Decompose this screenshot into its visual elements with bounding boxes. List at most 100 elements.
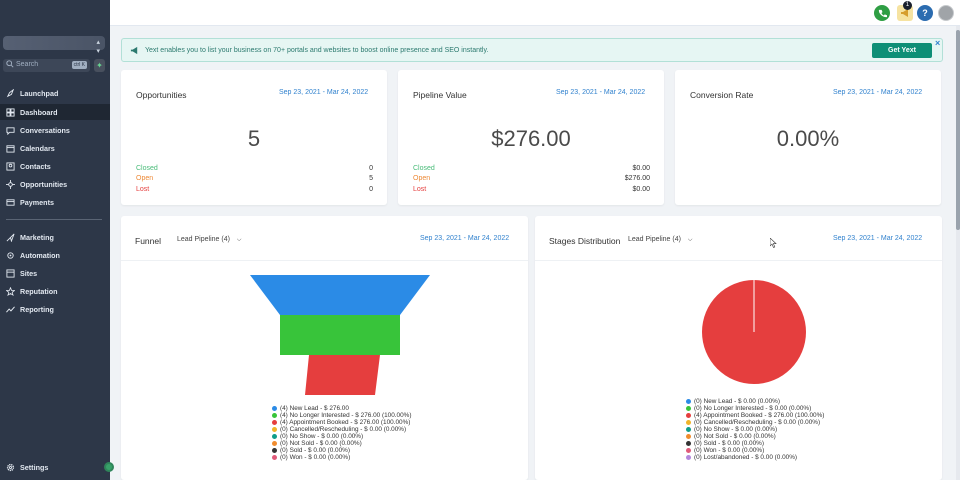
pipeline-select[interactable]: Lead Pipeline (4) ⌵ [177,236,241,244]
sidebar-item-payments[interactable]: Payments [0,194,110,210]
sidebar-item-calendars[interactable]: Calendars [0,140,110,156]
conversion-rate-card: Conversion Rate Sep 23, 2021 - Mar 24, 2… [675,70,941,205]
funnel-stage-appointment-booked[interactable] [300,355,380,395]
sites-icon [6,269,15,278]
sidebar-item-label: Sites [20,269,38,278]
pipeline-select-label: Lead Pipeline (4) [177,236,230,243]
legend-item[interactable]: (0) Not Sold - $ 0.00 (0.00%) [272,440,411,447]
get-yext-button[interactable]: Get Yext [872,43,932,58]
legend-label: (0) Lost/abandoned - $ 0.00 (0.00%) [694,454,798,461]
phone-icon [878,9,887,17]
date-range[interactable]: Sep 23, 2021 - Mar 24, 2022 [279,89,369,96]
legend-dot-icon [272,412,277,418]
legend-item[interactable]: (4) New Lead - $ 276.00 [272,405,411,412]
stat-value-closed: 0 [369,165,373,172]
stat-label-lost: Lost [136,186,150,193]
funnel-stage-no-longer-interested[interactable] [280,315,400,355]
legend-label: (0) New Lead - $ 0.00 (0.00%) [694,398,780,405]
legend-item[interactable]: (0) New Lead - $ 0.00 (0.00%) [686,398,824,405]
search-icon [6,60,14,68]
sidebar-divider [6,219,102,220]
sidebar-item-reputation[interactable]: Reputation [0,283,110,299]
search-box[interactable]: Search ctrl K [3,59,90,72]
card-divider [121,260,528,261]
sidebar-item-automation[interactable]: Automation [0,247,110,263]
legend-label: (4) No Longer Interested - $ 276.00 (100… [280,412,412,419]
sidebar-item-label: Launchpad [20,89,59,98]
legend-item[interactable]: (0) Lost/abandoned - $ 0.00 (0.00%) [686,454,824,461]
automation-icon [7,252,14,259]
funnel-card: Funnel Lead Pipeline (4) ⌵ Sep 23, 2021 … [121,216,528,480]
date-range[interactable]: Sep 23, 2021 - Mar 24, 2022 [556,89,646,96]
funnel-legend: (4) New Lead - $ 276.00 (4) No Longer Int… [272,405,411,461]
card-title: Stages Distribution [549,236,621,246]
sidebar-item-conversations[interactable]: Conversations [0,122,110,138]
legend-item[interactable]: (0) Not Sold - $ 0.00 (0.00%) [686,433,824,440]
megaphone-icon [901,9,908,17]
legend-label: (4) Appointment Booked - $ 276.00 (100.0… [280,419,411,426]
sidebar-item-label: Opportunities [20,180,68,189]
stat-value-closed: $0.00 [632,165,650,172]
funnel-stage-new-lead[interactable] [250,275,430,315]
chat-icon [6,127,15,135]
date-range[interactable]: Sep 23, 2021 - Mar 24, 2022 [833,235,923,242]
card-title: Pipeline Value [413,90,467,100]
legend-dot-icon [272,419,277,425]
account-switcher[interactable]: ▴ ▾ [3,36,105,55]
legend-item[interactable]: (0) Cancelled/Rescheduling - $ 0.00 (0.0… [272,426,411,433]
legend-item[interactable]: (4) No Longer Interested - $ 276.00 (100… [272,412,411,419]
legend-item[interactable]: (0) Sold - $ 0.00 (0.00%) [686,440,824,447]
legend-dot-icon [272,433,277,439]
stat-value-open: 5 [369,175,373,182]
legend-label: (0) Won - $ 0.00 (0.00%) [694,447,765,454]
gear-icon [6,463,15,472]
legend-dot-icon [686,426,691,432]
marketing-icon [6,233,15,242]
chevron-updown-icon: ▴ ▾ [96,39,100,55]
date-range[interactable]: Sep 23, 2021 - Mar 24, 2022 [420,235,510,242]
sidebar-item-marketing[interactable]: Marketing [0,229,110,245]
calendar-icon [6,145,15,153]
sidebar-item-settings[interactable]: Settings [0,459,110,475]
legend-item[interactable]: (4) Appointment Booked - $ 276.00 (100.0… [686,412,824,419]
sidebar-item-launchpad[interactable]: Launchpad [0,85,110,101]
quick-action-button[interactable]: ✦ [94,59,105,72]
sidebar-item-label: Automation [20,251,60,260]
legend-dot-icon [686,405,691,411]
legend-item[interactable]: (0) Sold - $ 0.00 (0.00%) [272,447,411,454]
legend-item[interactable]: (0) Won - $ 0.00 (0.00%) [272,454,411,461]
search-shortcut: ctrl K [71,61,87,69]
sidebar-item-opportunities[interactable]: Opportunities [0,176,110,192]
stat-value-lost: $0.00 [632,186,650,193]
star-icon [6,287,15,296]
close-icon[interactable]: × [935,38,941,48]
page-scrollbar[interactable] [956,26,960,480]
legend-item[interactable]: (4) Appointment Booked - $ 276.00 (100.0… [272,419,411,426]
megaphone-icon [130,46,138,55]
legend-item[interactable]: (0) No Longer Interested - $ 0.00 (0.00%… [686,405,824,412]
legend-item[interactable]: (0) Cancelled/Rescheduling - $ 0.00 (0.0… [686,419,824,426]
card-title: Opportunities [136,90,187,100]
sidebar-item-reporting[interactable]: Reporting [0,301,110,317]
pipeline-select[interactable]: Lead Pipeline (4) ⌵ [628,236,692,244]
avatar[interactable] [938,5,954,21]
card-divider [535,260,942,261]
legend-dot-icon [686,398,691,404]
legend-item[interactable]: (0) No Show - $ 0.00 (0.00%) [272,433,411,440]
search-placeholder: Search [16,61,39,68]
sidebar-item-sites[interactable]: Sites [0,265,110,281]
sidebar-item-dashboard[interactable]: Dashboard [0,104,110,120]
help-button[interactable]: ? [917,5,933,21]
scrollbar-thumb[interactable] [956,30,960,230]
phone-button[interactable] [874,5,890,21]
pipeline-value-amount: $276.00 [491,126,571,151]
sidebar-item-label: Payments [20,198,54,207]
sidebar-item-contacts[interactable]: Contacts [0,158,110,174]
legend-label: (4) Appointment Booked - $ 276.00 (100.0… [694,412,825,419]
legend-item[interactable]: (0) Won - $ 0.00 (0.00%) [686,447,824,454]
stat-label-open: Open [136,175,154,182]
stat-label-closed: Closed [413,165,435,172]
date-range[interactable]: Sep 23, 2021 - Mar 24, 2022 [833,89,923,96]
legend-item[interactable]: (0) No Show - $ 0.00 (0.00%) [686,426,824,433]
legend-dot-icon [272,440,277,446]
